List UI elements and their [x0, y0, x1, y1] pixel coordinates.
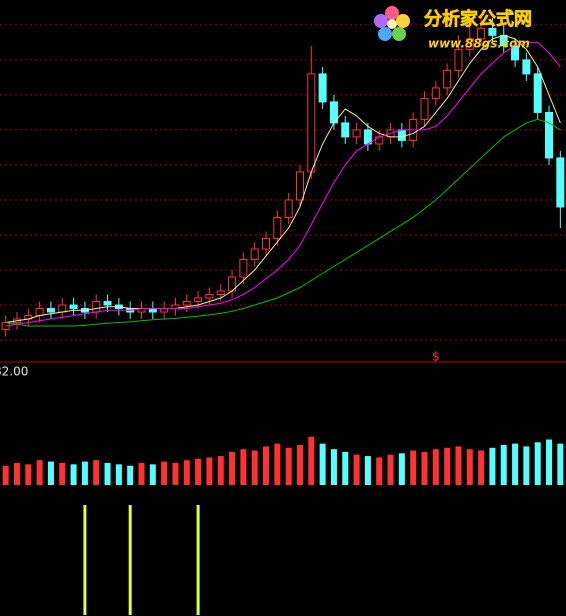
candle-body [295, 171, 304, 201]
candle-body [216, 290, 225, 296]
volume-bar [206, 457, 213, 485]
candle-body [273, 216, 282, 239]
volume-bar [534, 442, 541, 485]
candle-body [420, 97, 429, 120]
volume-bar [410, 450, 417, 485]
volume-bar [274, 443, 281, 485]
candle-body [160, 308, 169, 313]
volume-bar [2, 465, 9, 485]
candle-body [318, 73, 327, 103]
volume-bar [319, 443, 326, 485]
watermark: 分析家公式网 www.88gs.com [374, 6, 532, 51]
volume-bar [296, 445, 303, 485]
volume-bar [546, 439, 553, 485]
volume-bar [81, 461, 88, 485]
candle-body [194, 297, 203, 303]
candle-body [92, 301, 101, 313]
candle-body [454, 48, 463, 71]
candle-body [522, 59, 531, 75]
volume-bar [308, 436, 315, 485]
volume-bar [263, 446, 270, 485]
volume-bar [195, 458, 202, 485]
volume-bar [478, 450, 485, 485]
logo-flower [374, 6, 410, 41]
volume-bar [161, 461, 168, 485]
candle-body [250, 248, 259, 260]
candle-body [148, 308, 157, 313]
volume-bar [353, 454, 360, 485]
volume-bar [115, 464, 122, 485]
volume-bar [285, 447, 292, 485]
candle-body [69, 304, 78, 310]
volume-bar [104, 462, 111, 485]
volume-bar [557, 443, 564, 485]
volume-bar [59, 462, 66, 485]
volume-bar [127, 465, 134, 485]
volume-bar [342, 451, 349, 485]
ma-line [5, 34, 561, 324]
volume-bar [229, 451, 236, 485]
volume-bar [466, 449, 473, 485]
candle-body [307, 73, 316, 173]
ma-line [5, 41, 561, 327]
watermark-url: www.88gs.com [428, 37, 530, 51]
volume-bar [217, 456, 224, 485]
volume-bar [172, 462, 179, 485]
volume-bar [330, 449, 337, 485]
volume-tick-label: 82.00 [0, 365, 28, 379]
volume-bar [47, 461, 54, 485]
candle-body [443, 69, 452, 89]
volume-bar [183, 460, 190, 485]
volume-bar [523, 446, 530, 485]
volume-bar [364, 456, 371, 485]
candle-body [465, 38, 474, 50]
candle-body [341, 122, 350, 138]
watermark-title: 分析家公式网 [424, 8, 532, 30]
volume-bar [93, 460, 100, 485]
volume-bar [36, 460, 43, 485]
volume-bar [489, 447, 496, 485]
candle-body [431, 87, 440, 99]
volume-bar [138, 462, 145, 485]
candle-body [397, 129, 406, 141]
candle-body [488, 27, 497, 36]
volume-bar [70, 464, 77, 485]
volume-bar [432, 449, 439, 485]
candle-body [545, 111, 554, 159]
candle-body [58, 304, 67, 313]
candle-body [239, 258, 248, 278]
candle-body [205, 294, 214, 299]
volume-bar [13, 462, 20, 485]
candle-body [284, 199, 293, 218]
volume-bar [387, 454, 394, 485]
volume-bar [421, 451, 428, 485]
volume-bar [455, 446, 462, 485]
candle-body [352, 129, 361, 138]
candle-body [556, 157, 565, 208]
volume-bar [240, 449, 247, 485]
volume-bar [376, 457, 383, 485]
candle-body [262, 237, 271, 250]
volume-bar [251, 450, 258, 485]
signal-marker: $ [432, 350, 440, 364]
volume-bar [149, 464, 156, 485]
volume-bar [444, 447, 451, 485]
candle-body [103, 301, 112, 306]
candle-body [46, 308, 55, 313]
volume-bar [512, 443, 519, 485]
candle-body [35, 308, 44, 317]
volume-bar [398, 453, 405, 485]
candle-body [477, 27, 486, 40]
volume-bar [500, 445, 507, 485]
candle-body [182, 301, 191, 306]
ma-line [5, 118, 561, 327]
candle-body [533, 73, 542, 113]
volume-bar [25, 464, 32, 485]
